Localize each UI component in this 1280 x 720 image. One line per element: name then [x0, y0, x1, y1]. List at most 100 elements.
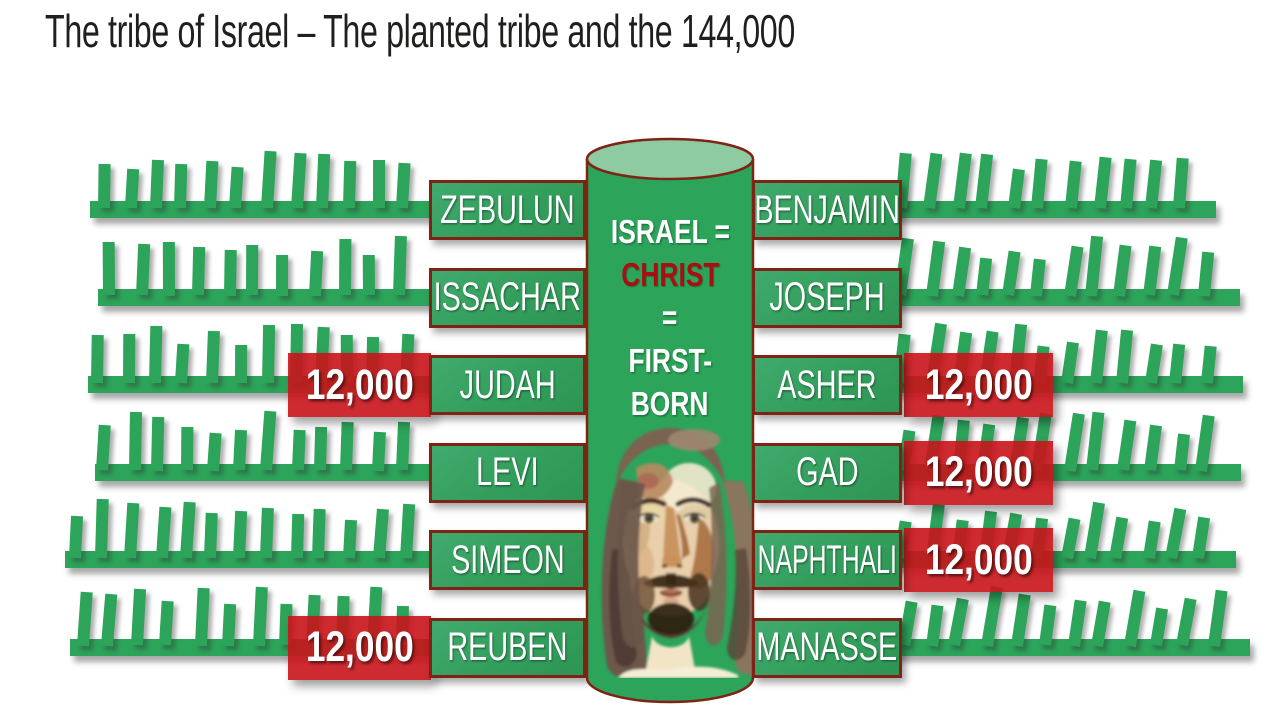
tribe-label: LEVI — [476, 450, 539, 494]
branch-tooth — [373, 160, 386, 208]
branch-tooth — [181, 427, 194, 471]
branch-tooth — [371, 431, 386, 471]
branch-bar-left-1 — [98, 288, 440, 306]
branch-tooth — [162, 241, 175, 296]
count-badge-asher: 12,000 — [904, 353, 1053, 417]
branch-tooth — [245, 245, 259, 296]
tribe-label: ASHER — [777, 362, 877, 407]
tribe-label: SIMEON — [450, 537, 565, 582]
branch-tooth — [291, 152, 308, 209]
branch-tooth — [395, 421, 410, 471]
branch-tooth — [150, 416, 165, 471]
branch-tooth — [1084, 235, 1103, 297]
branch-tooth — [1166, 237, 1188, 297]
count-label: 12,000 — [924, 360, 1033, 409]
branch-tooth — [124, 502, 140, 559]
cylinder-line: ISRAEL = — [587, 210, 753, 253]
count-label: 12,000 — [305, 623, 414, 671]
cylinder-line: CHRIST — [587, 253, 753, 296]
branch-bar-right-0 — [890, 201, 1216, 218]
tribe-box-levi: LEVI — [429, 442, 586, 503]
count-badge-judah: 12,000 — [288, 353, 431, 417]
branch-tooth — [158, 600, 174, 646]
tribe-box-benjamin: BENJAMIN — [752, 180, 902, 240]
jesus-portrait-icon — [601, 428, 753, 678]
count-badge-gad: 12,000 — [904, 440, 1053, 505]
cylinder-line-text: BORN — [631, 385, 709, 422]
branch-tooth — [124, 169, 139, 209]
branch-tooth — [342, 519, 357, 559]
tribe-box-gad: GAD — [752, 442, 902, 503]
tribe-label: ISSACHAR — [433, 275, 582, 319]
cylinder-text: ISRAEL = CHRIST = FIRST- BORN — [587, 210, 753, 425]
count-badge-reuben: 12,000 — [288, 615, 431, 680]
branch-tooth — [130, 588, 147, 646]
branch-tooth — [180, 501, 197, 559]
tribe-box-joseph: JOSEPH — [752, 267, 902, 328]
count-label: 12,000 — [924, 535, 1033, 584]
tribe-box-manasse: MANASSE — [752, 617, 902, 678]
branch-tooth — [205, 330, 220, 384]
count-badge-naphthali: 12,000 — [904, 528, 1053, 592]
branch-tooth — [260, 150, 277, 209]
tribe-label: JUDAH — [459, 362, 556, 407]
tribe-label: BENJAMIN — [754, 187, 900, 232]
cylinder-line-text: ISRAEL = — [610, 213, 730, 250]
branch-tooth — [149, 326, 163, 384]
branch-tooth — [68, 516, 83, 559]
branch-tooth — [223, 249, 237, 296]
branch-tooth — [312, 508, 326, 559]
branch-tooth — [123, 333, 136, 384]
branch-tooth — [203, 513, 218, 559]
tribe-label: NAPHTHALI — [757, 537, 897, 582]
tribe-label: REUBEN — [447, 625, 568, 669]
branch-tooth — [102, 242, 116, 296]
branch-tooth — [136, 244, 151, 296]
tribe-label: JOSEPH — [769, 275, 885, 319]
tribe-label: GAD — [795, 450, 859, 494]
branch-tooth — [392, 236, 407, 296]
branch-tooth — [291, 513, 305, 559]
count-label: 12,000 — [924, 448, 1033, 496]
tribe-box-zebulun: ZEBULUN — [429, 180, 586, 240]
branch-tooth — [221, 603, 236, 646]
tribe-label: ZEBULUN — [440, 187, 575, 232]
branch-tooth — [1085, 411, 1105, 472]
tribe-box-issachar: ISSACHAR — [429, 267, 586, 328]
slide-title-text: The tribe of Israel – The planted tribe … — [45, 5, 795, 57]
branch-tooth — [129, 412, 143, 471]
branch-tooth — [232, 429, 247, 471]
branch-tooth — [259, 410, 277, 471]
branch-tooth — [233, 510, 248, 559]
branch-tooth — [173, 164, 188, 209]
branch-tooth — [262, 325, 276, 384]
branch-tooth — [228, 166, 244, 209]
branch-tooth — [253, 586, 269, 646]
cylinder-line: FIRST- — [587, 339, 753, 382]
branch-tooth — [315, 153, 331, 209]
branch-tooth — [314, 427, 328, 471]
cylinder-line: = — [587, 296, 753, 339]
cylinder-line-text: FIRST- — [628, 342, 712, 379]
branch-tooth — [203, 160, 219, 209]
branch-tooth — [342, 161, 357, 209]
cylinder-top — [585, 137, 755, 181]
branch-tooth — [192, 247, 206, 296]
tribe-label: MANASSE — [756, 625, 898, 669]
branch-tooth — [276, 254, 289, 296]
branch-tooth — [150, 160, 165, 209]
branch-tooth — [399, 503, 415, 559]
branch-tooth — [980, 585, 1003, 647]
branch-tooth — [339, 422, 354, 471]
branch-tooth — [292, 430, 306, 471]
tribe-box-naphthali: NAPHTHALI — [752, 530, 902, 590]
branch-tooth — [260, 507, 275, 559]
cylinder-line-text: = — [662, 299, 678, 336]
branch-tooth — [98, 164, 111, 209]
branch-tooth — [90, 334, 104, 384]
branch-tooth — [94, 499, 109, 559]
tribe-box-simeon: SIMEON — [429, 530, 586, 590]
tribe-box-judah: JUDAH — [429, 355, 586, 415]
count-label: 12,000 — [305, 360, 414, 409]
